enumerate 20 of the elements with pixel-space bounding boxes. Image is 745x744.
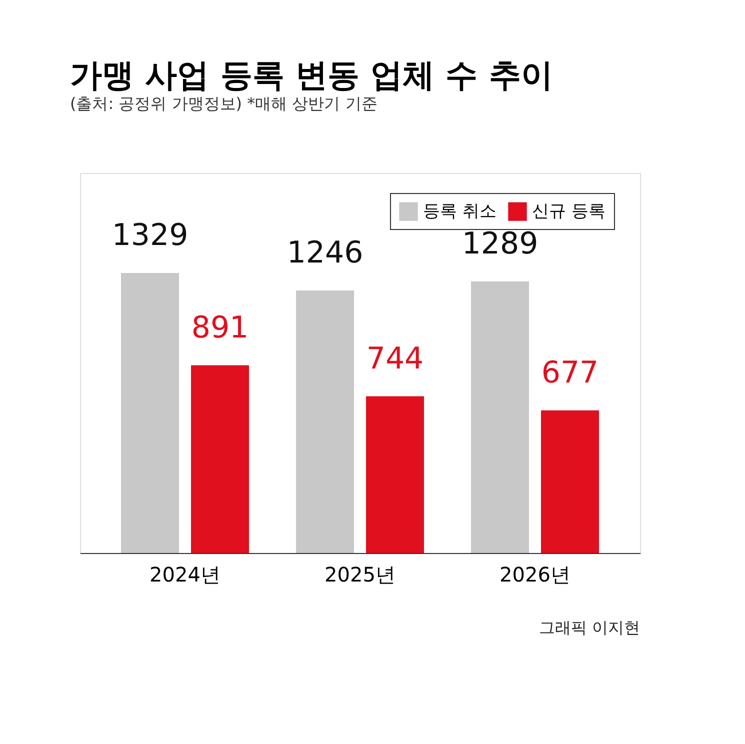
chart-subtitle: (출처: 공정위 가맹정보) *매해 상반기 기준	[70, 94, 378, 113]
chart-title: 가맹 사업 등록 변동 업체 수 추이	[70, 56, 553, 94]
x-tick-label: 2024년	[150, 562, 220, 586]
x-tick-label: 2025년	[324, 562, 396, 586]
bar	[471, 281, 529, 553]
text: 그래픽 이지현	[538, 618, 640, 637]
data-label: 1289	[462, 226, 538, 262]
bar	[366, 396, 424, 553]
data-label: 744	[366, 341, 424, 376]
data-label: 677	[541, 355, 599, 390]
data-label: 1329	[112, 218, 188, 253]
legend-label: 등록 취소	[423, 202, 496, 222]
x-tick-label: 2026년	[500, 562, 570, 586]
legend-label: 신규 등록	[532, 202, 606, 222]
bar	[296, 290, 354, 553]
data-label: 891	[191, 310, 249, 346]
bar	[121, 273, 179, 553]
bar	[541, 410, 599, 553]
data-label: 1246	[286, 235, 364, 270]
bar	[191, 365, 249, 553]
